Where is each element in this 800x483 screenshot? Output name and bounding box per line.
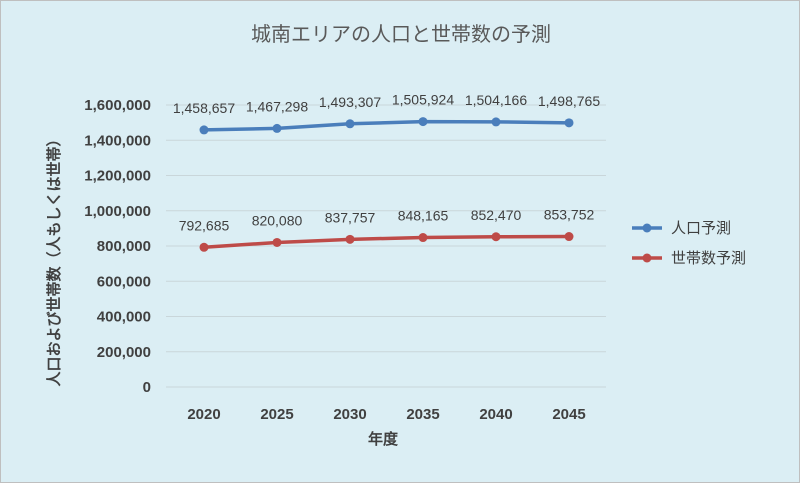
x-tick-label: 2025 (260, 406, 293, 423)
data-label: 1,504,166 (465, 92, 527, 108)
data-point (345, 119, 355, 129)
data-label: 852,470 (471, 207, 522, 223)
series-line-1 (202, 234, 571, 250)
y-tick-label: 1,600,000 (84, 97, 151, 114)
x-tick-label: 2030 (333, 406, 366, 423)
data-point (272, 123, 282, 133)
x-tick-label: 2035 (406, 406, 439, 423)
series-line-0 (202, 119, 571, 132)
y-axis-tick-labels: 0 200,000 400,000 600,000 800,000 1,000,000 1,… (84, 97, 151, 396)
legend-swatch-marker (642, 253, 652, 263)
data-label: 848,165 (398, 208, 449, 224)
data-point (199, 125, 209, 135)
y-tick-label: 200,000 (97, 344, 151, 361)
data-point (345, 234, 355, 244)
data-label: 1,498,765 (538, 93, 600, 109)
data-point (272, 237, 282, 247)
data-label: 1,458,657 (173, 100, 235, 116)
x-tick-label: 2045 (552, 406, 585, 423)
x-tick-label: 2020 (187, 406, 220, 423)
series-group (199, 117, 574, 252)
x-axis-title: 年度 (368, 430, 399, 448)
y-tick-label: 1,400,000 (84, 132, 151, 149)
chart-title: 城南エリアの人口と世帯数の予測 (251, 22, 551, 46)
legend-label: 世帯数予測 (671, 249, 746, 267)
data-labels: 1,458,657 1,467,298 1,493,307 1,505,924 1,50… (173, 92, 600, 234)
data-point (564, 232, 574, 242)
data-point (491, 117, 501, 127)
data-label: 1,467,298 (246, 98, 308, 114)
data-point (418, 233, 428, 243)
x-axis-tick-labels: 2020 2025 2030 2035 2040 2045 (187, 406, 585, 423)
data-point (418, 117, 428, 127)
data-label: 853,752 (544, 207, 595, 223)
data-point (199, 242, 209, 252)
y-tick-label: 800,000 (97, 238, 151, 255)
legend-swatch-marker (642, 223, 652, 233)
data-point (491, 232, 501, 242)
data-label: 1,493,307 (319, 94, 381, 110)
y-tick-label: 1,000,000 (84, 203, 151, 220)
data-label: 820,080 (252, 212, 303, 228)
y-axis-title: 人口および世帯数（人もしくは世帯） (45, 131, 63, 386)
x-tick-label: 2040 (479, 406, 512, 423)
y-tick-label: 1,200,000 (84, 168, 151, 185)
legend-label: 人口予測 (671, 219, 731, 237)
data-label: 792,685 (179, 217, 230, 233)
y-tick-label: 600,000 (97, 273, 151, 290)
data-point (564, 118, 574, 128)
data-label: 1,505,924 (392, 92, 454, 108)
y-tick-label: 0 (143, 379, 151, 396)
data-label: 837,757 (325, 209, 376, 225)
y-tick-label: 400,000 (97, 309, 151, 326)
